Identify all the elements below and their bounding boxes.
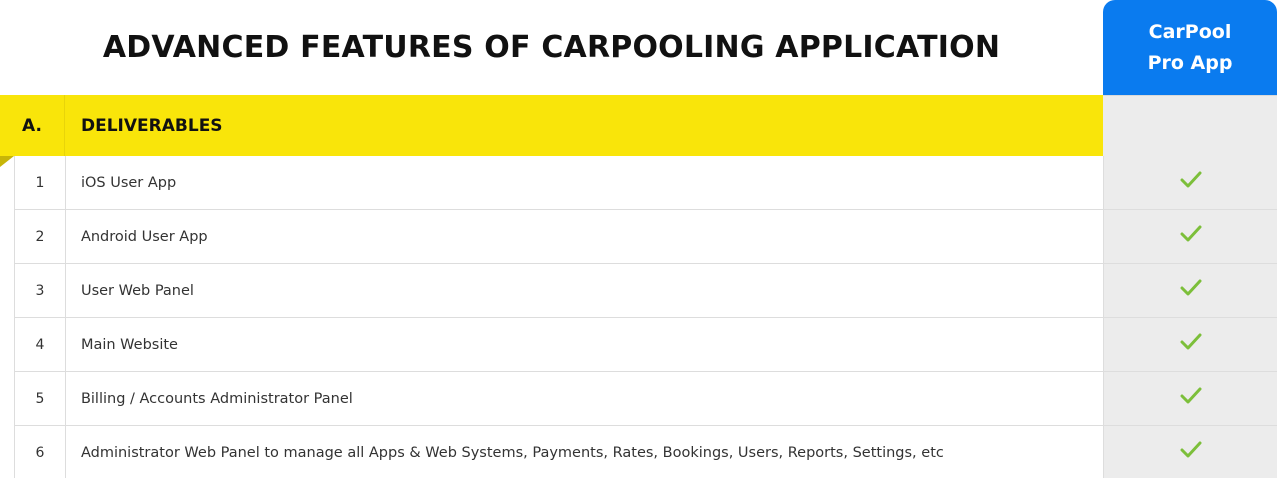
product-column-header: CarPool Pro App <box>1103 0 1277 95</box>
table-row: 5 Billing / Accounts Administrator Panel <box>14 372 1277 426</box>
section-ribbon-fold <box>0 156 14 167</box>
table-row: 3 User Web Panel <box>14 264 1277 318</box>
check-icon <box>1180 387 1202 403</box>
row-check-cell <box>1103 372 1277 425</box>
product-name-line1: CarPool <box>1148 20 1232 43</box>
check-icon <box>1180 441 1202 458</box>
section-product-cell <box>1103 95 1277 156</box>
section-header: A. DELIVERABLES <box>0 95 1103 156</box>
row-number: 4 <box>15 318 66 371</box>
product-name-line2: Pro App <box>1147 51 1233 74</box>
table-row: 2 Android User App <box>14 210 1277 264</box>
feature-rows: 1 iOS User App 2 Android User App 3 User… <box>14 156 1277 478</box>
row-label: Main Website <box>80 336 178 353</box>
row-check-cell <box>1103 210 1277 263</box>
row-check-cell <box>1103 156 1277 209</box>
check-icon <box>1180 171 1202 187</box>
section-name: DELIVERABLES <box>81 115 223 136</box>
page-title: ADVANCED FEATURES OF CARPOOLING APPLICAT… <box>102 30 1001 65</box>
row-check-cell <box>1103 426 1277 478</box>
row-label: Billing / Accounts Administrator Panel <box>80 390 353 407</box>
table-row: 4 Main Website <box>14 318 1277 372</box>
table-row: 6 Administrator Web Panel to manage all … <box>14 426 1277 478</box>
row-check-cell <box>1103 264 1277 317</box>
section-letter: A. <box>0 95 65 156</box>
row-check-cell <box>1103 318 1277 371</box>
row-number: 5 <box>15 372 66 425</box>
product-name: CarPool Pro App <box>1148 17 1233 79</box>
table-row: 1 iOS User App <box>14 156 1277 210</box>
check-icon <box>1180 333 1202 349</box>
row-number: 1 <box>15 156 66 209</box>
row-number: 2 <box>15 210 66 263</box>
row-label: User Web Panel <box>80 282 194 299</box>
check-icon <box>1180 279 1202 295</box>
row-label: Android User App <box>80 228 208 245</box>
row-label: iOS User App <box>80 174 177 191</box>
row-number: 3 <box>15 264 66 317</box>
row-label: Administrator Web Panel to manage all Ap… <box>80 445 944 461</box>
check-icon <box>1180 225 1202 241</box>
row-number: 6 <box>15 426 66 478</box>
